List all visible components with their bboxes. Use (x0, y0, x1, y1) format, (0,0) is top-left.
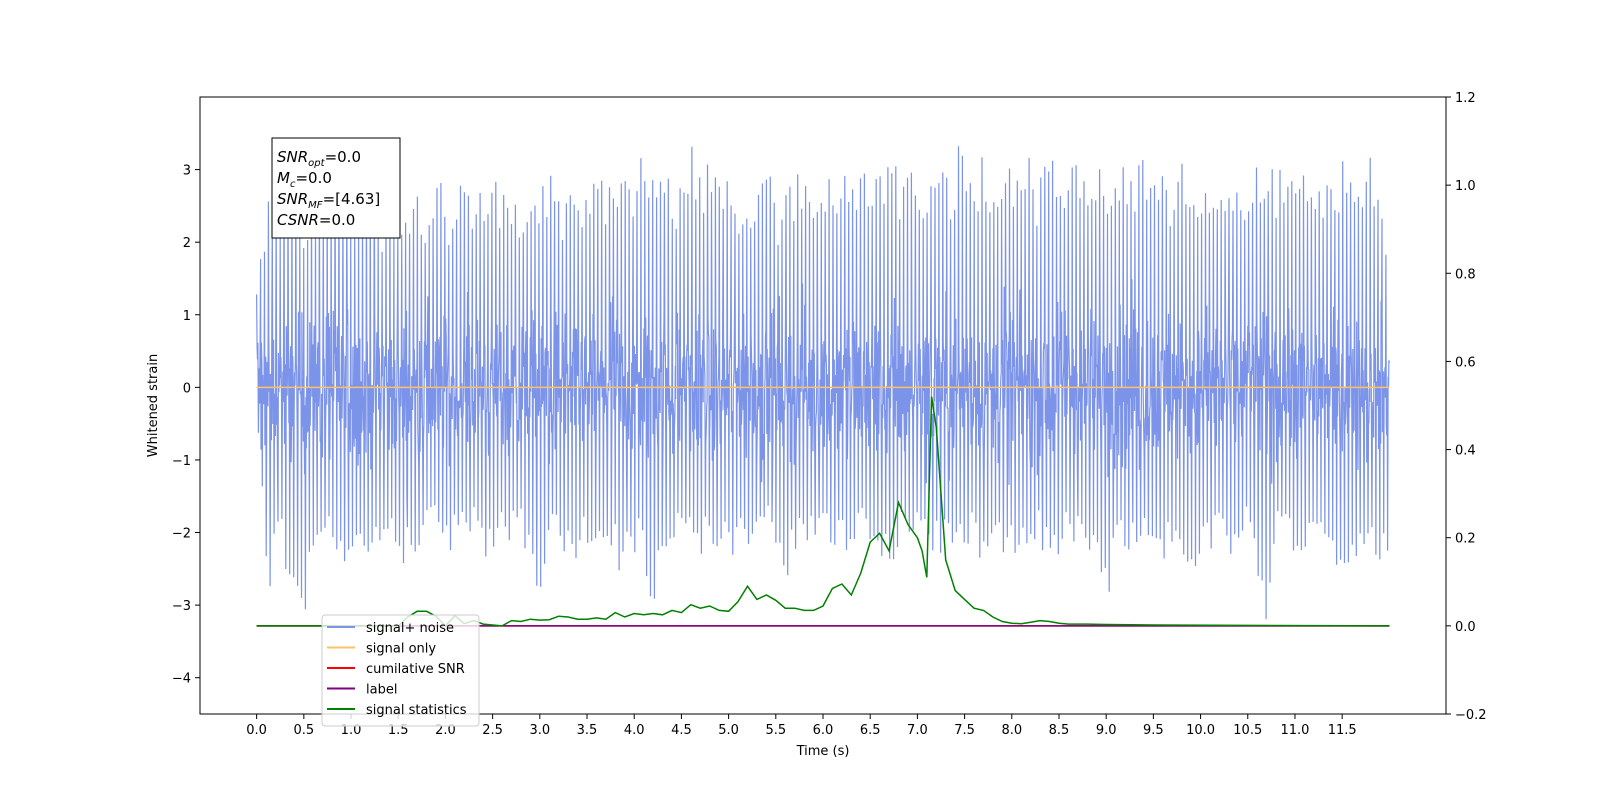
x-tick-label: 3.5 (577, 723, 598, 738)
x-tick-label: 6.0 (813, 723, 834, 738)
x-tick-label: 6.5 (860, 723, 881, 738)
y-right-tick-label: 0.6 (1455, 355, 1476, 370)
legend-entry-label: cumilative SNR (366, 662, 465, 677)
x-tick-label: 11.5 (1328, 723, 1357, 738)
x-tick-label: 0.5 (293, 723, 314, 738)
x-tick-label: 11.0 (1280, 723, 1309, 738)
legend-entry-label: signal statistics (366, 703, 467, 718)
legend-entry-label: signal+ noise (366, 621, 454, 636)
y-axis-right-ticks: 1.2 1.0 0.8 0.6 0.4 0.2 0.0 −0.2 (1446, 91, 1487, 723)
y-right-tick-label: 0.4 (1455, 444, 1476, 459)
x-tick-label: 0.0 (246, 723, 267, 738)
legend-entry-label: label (366, 683, 397, 698)
x-axis-ticks: 0.0 0.5 1.0 1.5 2.0 2.5 3.0 3.5 4.0 4.5 5.0 5.5 6.0 6… (246, 714, 1357, 738)
y-left-tick-label: −1 (172, 454, 191, 469)
y-axis-left-ticks: 3 2 1 0 −1 −2 −3 −4 (172, 164, 200, 687)
x-tick-label: 8.0 (1001, 723, 1022, 738)
x-tick-label: 8.5 (1049, 723, 1070, 738)
info-line: Mc=0.0 (277, 169, 332, 190)
signal-statistics-line (256, 396, 1390, 627)
y-left-tick-label: 2 (183, 236, 191, 251)
x-tick-label: 3.0 (529, 723, 550, 738)
x-tick-label: 2.0 (435, 723, 456, 738)
series-signal-noise (256, 146, 1390, 620)
info-box-frame (271, 137, 401, 239)
legend-entry-label: signal only (366, 642, 436, 657)
x-tick-label: 4.0 (624, 723, 645, 738)
y-left-tick-label: −4 (172, 672, 191, 687)
y-left-tick-label: 1 (183, 309, 191, 324)
info-line: SNRMF=[4.63] (277, 190, 380, 211)
y-left-tick-label: 0 (183, 381, 191, 396)
x-tick-label: 2.5 (482, 723, 503, 738)
info-line: SNRopt=0.0 (277, 148, 361, 169)
x-tick-label: 1.0 (341, 723, 362, 738)
y-right-tick-label: 0.0 (1455, 620, 1476, 635)
x-tick-label: 9.0 (1096, 723, 1117, 738)
x-tick-label: 1.5 (388, 723, 409, 738)
x-tick-label: 7.5 (954, 723, 975, 738)
x-tick-label: 4.5 (671, 723, 692, 738)
x-tick-label: 7.0 (907, 723, 928, 738)
x-tick-label: 5.0 (718, 723, 739, 738)
y-left-tick-label: 3 (183, 164, 191, 179)
y-axis-label: Whitened strain (146, 354, 161, 457)
y-right-tick-label: −0.2 (1455, 708, 1487, 723)
noise-trace (256, 146, 1390, 620)
y-right-tick-label: 0.8 (1455, 267, 1476, 282)
x-axis-label: Time (s) (796, 744, 850, 759)
y-left-tick-label: −3 (172, 599, 191, 614)
y-right-tick-label: 1.0 (1455, 179, 1476, 194)
x-tick-label: 5.5 (765, 723, 786, 738)
x-tick-label: 10.0 (1186, 723, 1215, 738)
legend-frame (321, 614, 480, 727)
x-tick-label: 9.5 (1143, 723, 1164, 738)
y-right-tick-label: 1.2 (1455, 91, 1476, 106)
legend: signal+ noise signal only cumilative SNR la… (321, 614, 480, 727)
info-line: CSNR=0.0 (277, 211, 355, 229)
y-left-tick-label: −2 (172, 527, 191, 542)
x-tick-label: 10.5 (1233, 723, 1262, 738)
y-right-tick-label: 0.2 (1455, 532, 1476, 547)
